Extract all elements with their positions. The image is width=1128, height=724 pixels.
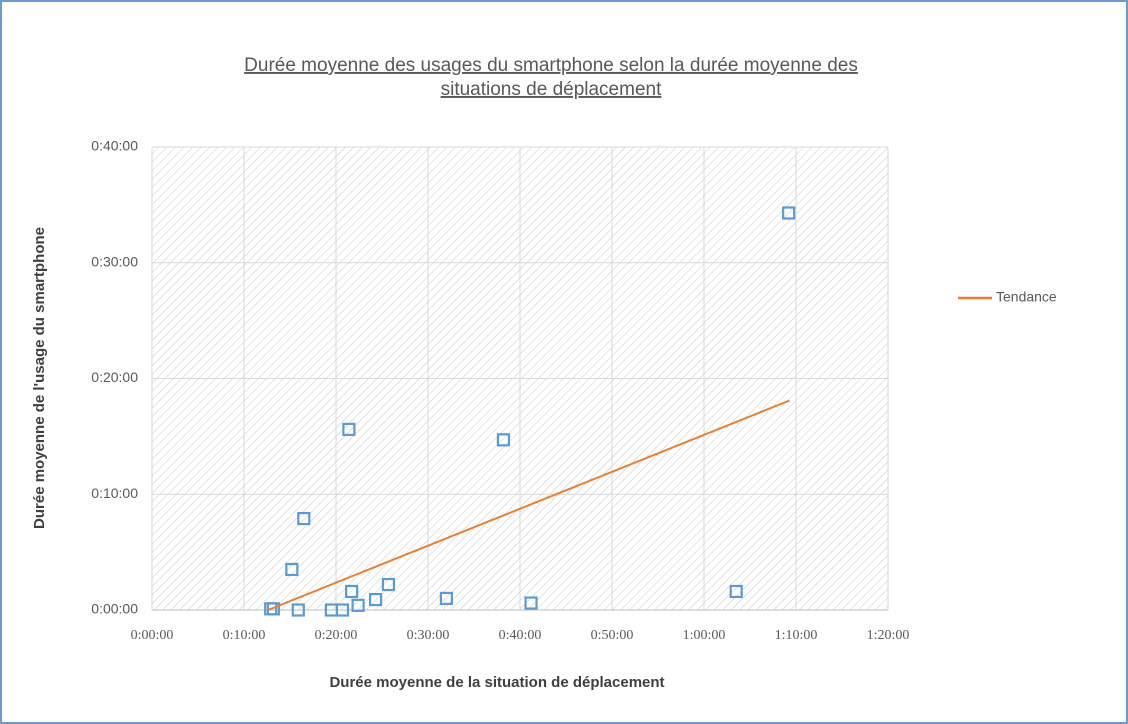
scatter-point <box>345 584 359 599</box>
x-tick-label: 0:10:00 <box>223 628 266 643</box>
x-tick-label: 1:10:00 <box>775 628 818 643</box>
y-tick-label: 0:00:00 <box>91 601 138 617</box>
x-tick-label: 0:40:00 <box>499 628 542 643</box>
scatter-point <box>729 584 743 599</box>
scatter-point <box>368 592 383 607</box>
y-axis-label: Durée moyenne de l'usage du smartphone <box>31 227 48 529</box>
y-tick-label: 0:40:00 <box>91 138 138 154</box>
x-tick-label: 0:00:00 <box>131 628 174 643</box>
chart-title: situations de déplacement <box>441 79 662 100</box>
x-tick-label: 1:00:00 <box>683 628 726 643</box>
scatter-point <box>381 577 396 592</box>
x-tick-label: 0:20:00 <box>315 628 358 643</box>
scatter-point <box>782 206 796 220</box>
scatter-point <box>439 591 453 606</box>
x-tick-label: 1:20:00 <box>867 628 910 643</box>
scatter-point <box>285 562 299 577</box>
trend-line <box>267 399 790 611</box>
scatter-point <box>266 602 281 616</box>
scatter-point <box>496 433 511 447</box>
x-axis-label: Durée moyenne de la situation de déplace… <box>329 674 664 691</box>
y-tick-label: 0:10:00 <box>91 485 138 501</box>
chart-title: Durée moyenne des usages du smartphone s… <box>244 55 858 76</box>
y-tick-label: 0:20:00 <box>91 369 138 385</box>
scatter-point <box>335 603 350 617</box>
scatter-point <box>291 603 305 617</box>
x-tick-label: 0:50:00 <box>591 628 634 643</box>
scatter-point <box>342 422 356 437</box>
legend-label: Tendance <box>996 289 1057 305</box>
scatter-point <box>524 596 538 610</box>
scatter-point <box>297 511 311 526</box>
x-tick-label: 0:30:00 <box>407 628 450 643</box>
y-tick-label: 0:30:00 <box>91 253 138 269</box>
scatter-point <box>351 598 365 612</box>
